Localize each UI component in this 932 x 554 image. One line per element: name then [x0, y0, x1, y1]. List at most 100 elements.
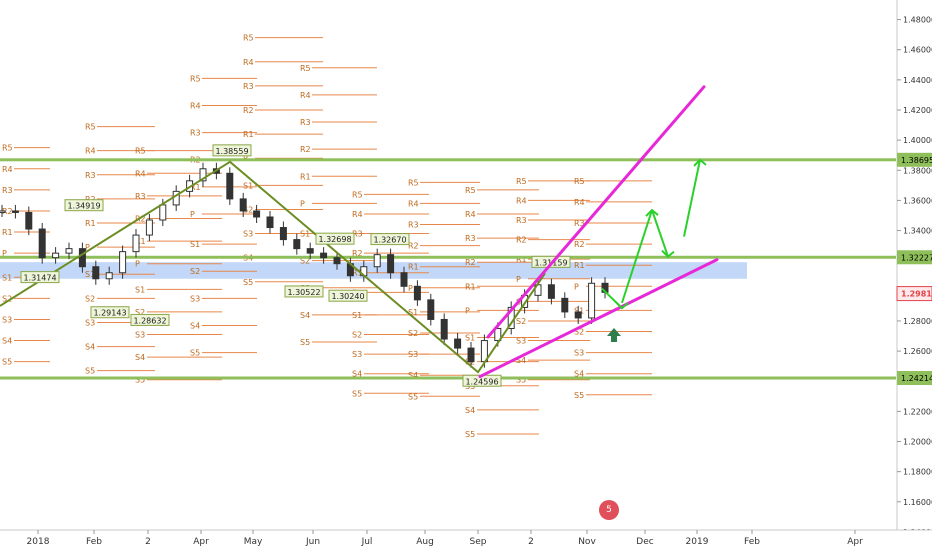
pivot-label: S2: [243, 205, 253, 214]
pivot-label: S5: [190, 349, 200, 358]
pivot-label: R3: [85, 171, 96, 180]
pivot-label: S3: [516, 337, 526, 346]
y-tick-label: 1.22000: [903, 407, 932, 416]
x-tick-label: 2: [528, 537, 534, 547]
pivot-label: R3: [2, 186, 13, 195]
pivot-label: S2: [408, 329, 418, 338]
candle-body: [373, 254, 381, 268]
swing-label-box: [130, 313, 170, 326]
pivot-label: S4: [135, 353, 145, 362]
y-tick-label: 1.42000: [903, 106, 932, 115]
pivot-label: R1: [352, 269, 363, 278]
pivot-label: R3: [352, 230, 363, 239]
x-tick-label: Apr: [193, 537, 209, 547]
candle-body: [306, 248, 314, 254]
swing-label-box: [328, 289, 368, 302]
pivot-label: R2: [516, 236, 527, 245]
pivot-label: S1: [190, 240, 200, 249]
pivot-label: R1: [574, 261, 585, 270]
key-level-line: [0, 376, 896, 380]
pivot-label: R1: [243, 130, 254, 139]
candle-body: [467, 347, 475, 363]
pivot-label: R5: [85, 123, 96, 132]
key-level-line: [0, 158, 896, 162]
time-axis-bg: [0, 530, 932, 550]
swing-label: 1.38559: [215, 147, 248, 156]
pivot-label: R3: [516, 216, 527, 225]
pivot-label: R4: [465, 210, 476, 219]
pivot-label: R3: [243, 82, 254, 91]
x-tick-label: Nov: [578, 537, 596, 547]
x-tick-label: Feb: [744, 537, 760, 547]
price-tag-label: 1.24214: [901, 374, 932, 383]
pivot-label: R1: [300, 172, 311, 181]
pivot-label: R5: [135, 147, 146, 156]
swing-label: 1.28632: [133, 316, 166, 325]
y-tick-label: 1.16000: [903, 498, 932, 507]
pivot-label: P: [2, 249, 7, 258]
candle-body: [574, 311, 582, 319]
chart-badge[interactable]: 5: [599, 500, 619, 520]
candle-body: [454, 338, 462, 349]
pivot-label: R4: [135, 169, 146, 178]
candle-body: [253, 210, 261, 218]
swing-label: 1.30522: [287, 288, 320, 297]
chart-badge-text: 5: [606, 505, 612, 515]
pivot-label: R2: [243, 106, 254, 115]
pivot-label: R3: [574, 219, 585, 228]
price-axis-bg: [897, 0, 932, 550]
pivot-label: S1: [574, 306, 584, 315]
candle-body: [11, 210, 19, 213]
price-tag-label: 1.38695: [901, 156, 932, 165]
pivot-label: S1: [2, 273, 12, 282]
candle-body: [25, 211, 33, 230]
candle-body: [400, 272, 408, 287]
candle-body: [387, 254, 395, 274]
pivot-label: P: [135, 260, 140, 269]
candle-body: [159, 204, 167, 221]
candle-body: [52, 252, 60, 259]
candle-body: [226, 172, 234, 200]
pivot-label: S3: [408, 350, 418, 359]
swing-label-box: [284, 285, 324, 298]
pivot-label: R3: [465, 234, 476, 243]
candle-body: [293, 239, 301, 250]
projection-arrow-head: [615, 301, 629, 310]
candle-body: [320, 252, 328, 259]
pivot-label: S3: [135, 331, 145, 340]
pivot-label: S1: [85, 270, 95, 279]
x-tick-label: Jul: [361, 537, 373, 547]
price-tag: [897, 371, 932, 386]
pivot-label: S3: [574, 349, 584, 358]
candle-body: [199, 168, 207, 182]
pivot-label: R4: [300, 91, 311, 100]
pivot-label: S2: [516, 317, 526, 326]
projection-arrow-head: [693, 158, 707, 167]
projection-arrow: [621, 209, 653, 304]
pivot-label: R4: [574, 198, 585, 207]
x-tick-label: Sep: [470, 537, 487, 547]
candle-body: [92, 266, 100, 280]
y-tick-label: 1.20000: [903, 438, 932, 447]
pivot-label: S2: [300, 257, 310, 266]
y-tick-label: 1.34000: [903, 227, 932, 236]
pivot-label: S3: [243, 230, 253, 239]
candle-body: [132, 234, 140, 253]
pivot-label: P: [465, 306, 470, 315]
pivot-label: S5: [300, 338, 310, 347]
swing-label: 1.30240: [331, 292, 364, 301]
pivot-label: R2: [2, 207, 13, 216]
pivot-label: R2: [408, 242, 419, 251]
pivot-label: S4: [300, 311, 310, 320]
pivot-label: R2: [465, 258, 476, 267]
y-tick-label: 1.18000: [903, 468, 932, 477]
pivot-label: S5: [85, 367, 95, 376]
pivot-label: R3: [300, 118, 311, 127]
y-tick-label: 1.28000: [903, 317, 932, 326]
candle-body: [494, 327, 502, 342]
pivot-label: R1: [408, 263, 419, 272]
pivot-label: S2: [352, 331, 362, 340]
pivot-label: S5: [2, 358, 12, 367]
